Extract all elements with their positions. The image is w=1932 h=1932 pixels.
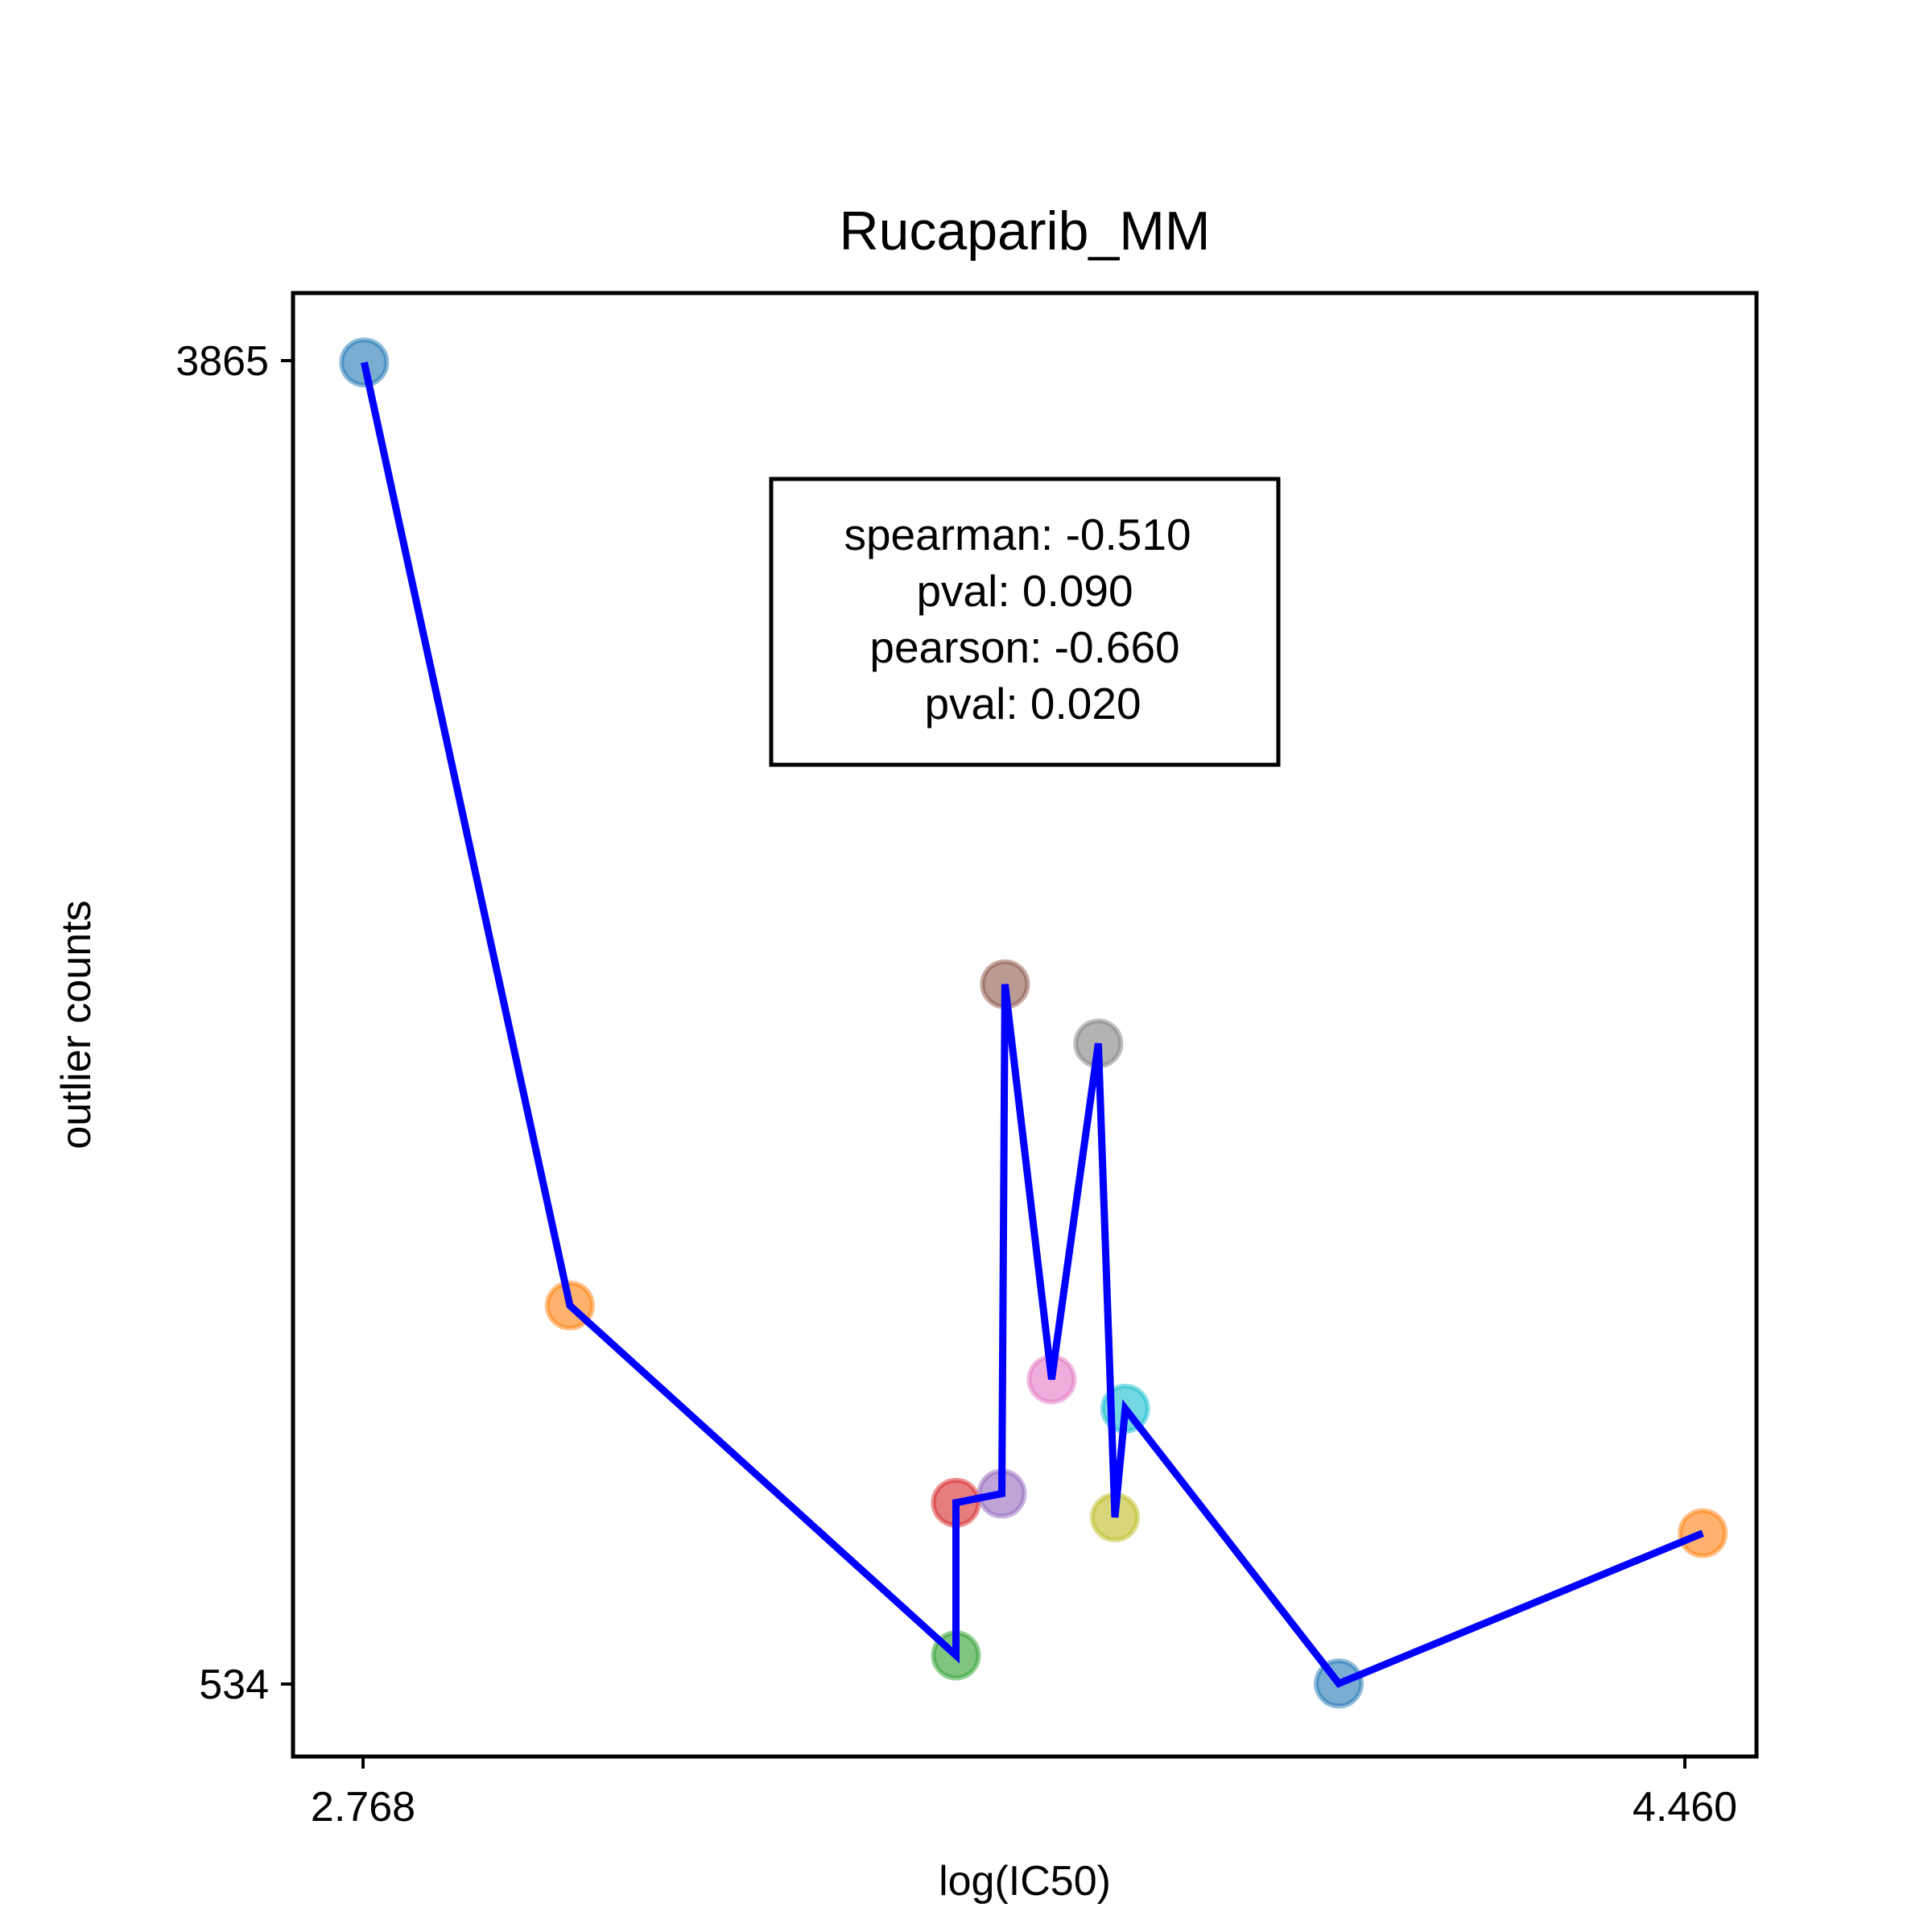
series-line xyxy=(361,361,1704,1688)
stats-spearman-pval: pval: 0.090 xyxy=(916,566,1133,616)
stats-pearson: pearson: -0.660 xyxy=(869,622,1179,672)
x-axis-label: log(IC50) xyxy=(939,1858,1111,1905)
stats-pearson-pval: pval: 0.020 xyxy=(924,679,1141,729)
stats-spearman: spearman: -0.510 xyxy=(844,510,1191,559)
plot-frame xyxy=(291,291,1759,1759)
x-tick-label-right: 4.460 xyxy=(1633,1784,1737,1831)
stats-annotation: spearman: -0.510 pval: 0.090 pearson: -0… xyxy=(769,477,1281,767)
chart-title: Rucaparib_MM xyxy=(839,200,1210,262)
y-axis-label: outlier counts xyxy=(53,900,100,1149)
y-tick-label-bottom: 534 xyxy=(199,1662,269,1708)
x-tick-label-left: 2.768 xyxy=(311,1784,415,1831)
y-tick-label-top: 3865 xyxy=(175,338,269,385)
stats-box xyxy=(769,477,1281,767)
